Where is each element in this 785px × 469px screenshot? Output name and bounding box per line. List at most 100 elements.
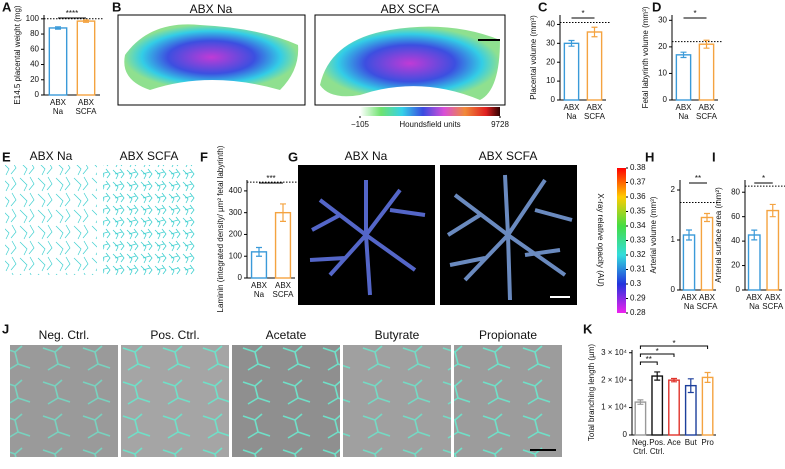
error-bar [703, 39, 710, 49]
error-bar [686, 229, 692, 241]
image-title: ABX SCFA [479, 149, 538, 163]
image-title: Acetate [266, 328, 307, 342]
y-axis-label: Total branching length (µm) [587, 344, 596, 441]
y-tick-label: 200 [229, 230, 243, 239]
colorbar-tick-label: 0.37 [630, 178, 646, 187]
bar [766, 209, 780, 291]
colorbar-tick-label: 0.29 [630, 294, 646, 303]
significance-label: ** [695, 174, 701, 183]
error-bar [83, 19, 89, 23]
panel-letter: G [288, 149, 298, 164]
y-axis-label: Arterial surface area (mm²) [714, 187, 723, 283]
y-tick-label: 40 [30, 60, 39, 69]
y-tick-label: 1 × 10⁴ [601, 403, 627, 412]
error-bar [751, 229, 758, 241]
arteries [446, 174, 573, 301]
y-tick-label: 40 [546, 20, 555, 29]
error-bar [680, 51, 687, 59]
bar [651, 375, 664, 436]
y-tick-label: 3 × 10⁴ [601, 348, 627, 357]
x-tick-label: ABX Na [251, 281, 268, 299]
y-tick-label: 60 [731, 212, 740, 221]
image-title: ABX Na [30, 149, 73, 163]
y-tick-label: 40 [731, 236, 740, 245]
image-title: Propionate [479, 328, 537, 342]
colorbar [360, 107, 500, 116]
x-tick-label: ABX Na [681, 293, 698, 311]
colorbar [617, 168, 626, 313]
x-tick-label: ABX SCFA [584, 103, 606, 121]
x-tick-label: ABX SCFA [76, 98, 98, 116]
y-tick-label: 20 [546, 57, 555, 66]
colorbar-tick-label: 9728 [491, 120, 509, 129]
significance-bracket [639, 345, 709, 349]
colorbar-tick-label: 0.35 [630, 207, 646, 216]
panel-letter: H [645, 149, 654, 164]
y-tick-label: 100 [229, 251, 243, 260]
bar [698, 43, 715, 101]
error-bar [704, 212, 710, 223]
arteries [309, 180, 426, 296]
significance-label: ** [646, 355, 652, 364]
x-tick-label: ABX SCFA [273, 281, 295, 299]
panel-letter: B [112, 0, 121, 14]
y-tick-label: 2 × 10⁴ [601, 375, 627, 384]
panel-letter: E [2, 149, 11, 164]
micrograph [5, 165, 97, 275]
y-tick-label: 20 [658, 42, 667, 51]
error-bar [654, 371, 661, 381]
y-tick-label: 80 [30, 29, 39, 38]
y-axis-label: Fetal labyrinth volume (mm³) [641, 6, 650, 108]
y-tick-label: 0 [238, 273, 243, 282]
y-tick-label: 10 [546, 76, 555, 85]
y-axis-label: Arterial volume (mm³) [649, 196, 658, 273]
bar [700, 216, 714, 291]
bar [48, 27, 68, 96]
y-tick-label: 0 [623, 430, 628, 439]
y-tick-label: 30 [546, 38, 555, 47]
image-title: ABX SCFA [120, 149, 179, 163]
placenta [320, 26, 500, 101]
colorbar-tick-label: −105 [351, 120, 370, 129]
y-tick-label: 400 [229, 186, 243, 195]
bar [76, 20, 96, 96]
y-tick-label: 0 [663, 95, 668, 104]
panel-letter: F [200, 149, 208, 164]
image-title: ABX Na [345, 149, 388, 163]
image-title: Neg. Ctrl. [39, 328, 90, 342]
y-tick-label: 80 [731, 187, 740, 196]
tube-images [10, 345, 562, 457]
significance-label: * [672, 339, 675, 348]
error-bar [280, 203, 286, 222]
y-axis-label: Placental volume (mm³) [529, 15, 538, 100]
significance-label: * [762, 174, 765, 183]
error-bar [55, 26, 61, 30]
image-title: Pos. Ctrl. [150, 328, 199, 342]
colorbar-tick-label: 0.31 [630, 265, 646, 274]
colorbar-tick-label: 0.34 [630, 221, 646, 230]
x-tick-label: ABX Na [50, 98, 67, 116]
x-tick-label: ABX SCFA [762, 293, 784, 311]
significance-label: * [693, 9, 696, 18]
bar [668, 379, 680, 436]
y-tick-label: 0 [671, 285, 676, 294]
bar [274, 211, 292, 279]
x-tick-label: Pos. Ctrl. [649, 438, 665, 456]
significance-label: *** [266, 174, 275, 183]
y-tick-label: 0 [35, 90, 40, 99]
image-title: ABX Na [190, 2, 233, 16]
bar [701, 376, 714, 436]
colorbar-tick-label: 0.3 [630, 279, 642, 288]
colorbar-label: X-ray relative opacity (AU) [596, 193, 605, 287]
colorbar-tick-label: 0.33 [630, 236, 646, 245]
bar [747, 234, 761, 291]
x-tick-label: Neg. Ctrl. [632, 438, 649, 456]
y-tick-label: 0 [736, 285, 741, 294]
y-tick-label: 2 [671, 185, 676, 194]
x-tick-label: But [685, 438, 698, 447]
panel-letter: I [712, 149, 716, 164]
significance-label: * [581, 9, 584, 18]
bar [675, 54, 692, 101]
panel-letter: K [583, 321, 593, 336]
